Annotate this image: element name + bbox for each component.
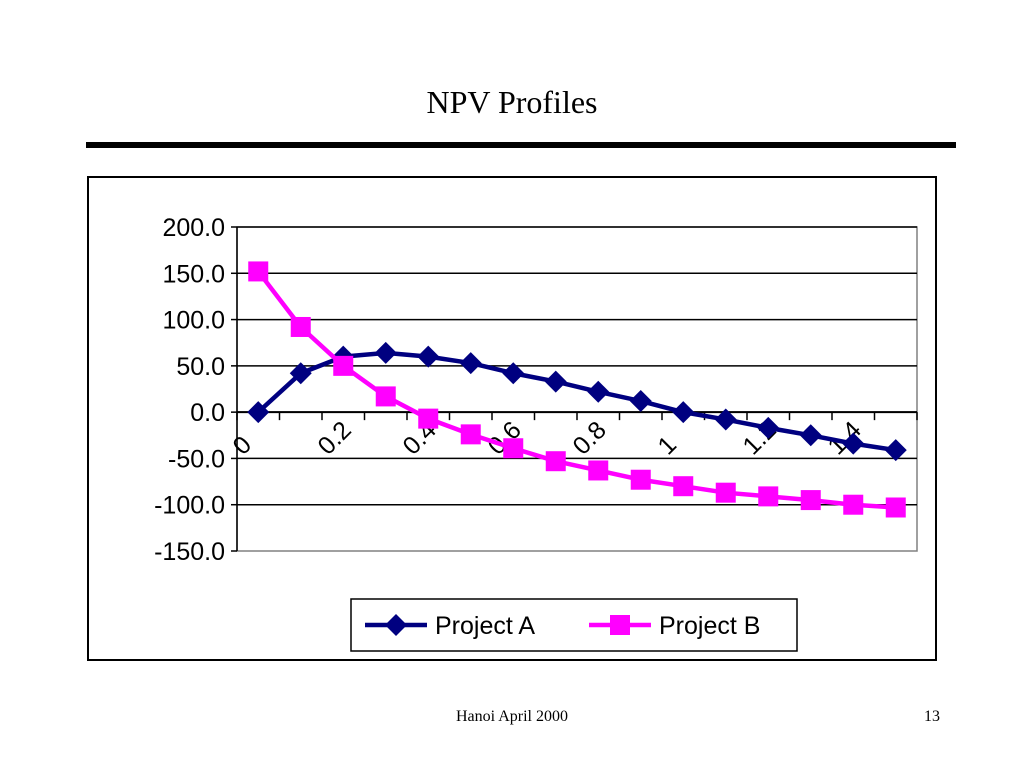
- data-point: [842, 432, 865, 455]
- data-point: [248, 261, 269, 282]
- data-point: [758, 486, 779, 507]
- legend-marker: [610, 615, 630, 635]
- page-number: 13: [924, 708, 940, 725]
- title-divider: [86, 142, 956, 148]
- data-point: [459, 352, 482, 375]
- chart-frame: 200.0 150.0 100.0 50.0 0.0 -50.0 -100.0 -150.0 0…: [87, 176, 937, 661]
- data-point: [247, 401, 270, 424]
- data-point: [375, 386, 396, 407]
- y-tick-label: 0.0: [190, 399, 225, 427]
- data-point: [502, 362, 525, 385]
- legend-label: Project A: [435, 612, 535, 640]
- data-point: [333, 355, 354, 376]
- y-tick-label: -150.0: [154, 538, 225, 566]
- y-tick-label: -100.0: [154, 492, 225, 520]
- data-point: [715, 482, 736, 503]
- y-tick-label: 100.0: [162, 307, 225, 335]
- legend: Project A Project B: [350, 598, 798, 652]
- footer-text: Hanoi April 2000: [456, 708, 568, 725]
- slide-title: NPV Profiles: [426, 84, 598, 120]
- y-tick-label: -50.0: [168, 445, 225, 473]
- data-point: [290, 316, 311, 337]
- data-point: [587, 380, 610, 403]
- data-point: [885, 497, 906, 518]
- npv-chart: 200.0150.0100.050.00.0-50.0-100.0-150.00…: [154, 214, 918, 652]
- data-point: [545, 451, 566, 472]
- data-point: [503, 438, 524, 459]
- data-point: [629, 390, 652, 413]
- data-point: [800, 490, 821, 511]
- data-point: [799, 424, 822, 447]
- data-point: [544, 370, 567, 393]
- series-layer: [247, 261, 907, 518]
- data-point: [289, 362, 312, 385]
- series-line: [256, 350, 897, 453]
- data-point: [460, 424, 481, 445]
- data-point: [588, 460, 609, 481]
- data-point: [374, 341, 397, 364]
- data-point: [843, 494, 864, 515]
- legend-marker: [385, 614, 407, 636]
- y-tick-label: 200.0: [162, 214, 225, 242]
- data-point: [417, 345, 440, 368]
- legend-label: Project B: [659, 612, 760, 640]
- data-point: [673, 476, 694, 497]
- y-tick-label: 150.0: [162, 260, 225, 288]
- data-point: [630, 469, 651, 490]
- data-point: [418, 408, 439, 429]
- y-tick-label: 50.0: [176, 353, 225, 381]
- data-point: [672, 401, 695, 424]
- data-point: [714, 408, 737, 431]
- data-point: [757, 416, 780, 439]
- data-point: [884, 439, 907, 462]
- series-line: [256, 270, 896, 510]
